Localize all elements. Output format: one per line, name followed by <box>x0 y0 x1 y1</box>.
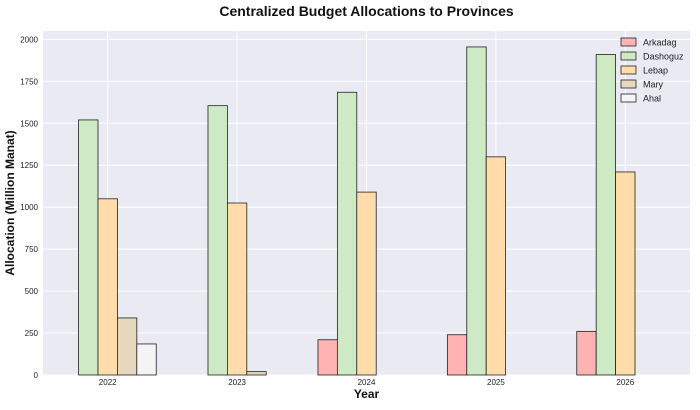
legend-label-mary: Mary <box>643 80 663 90</box>
legend-label-ahal: Ahal <box>643 94 661 104</box>
bar-ahal-2022 <box>136 343 157 376</box>
y-tick-label: 750 <box>25 245 39 254</box>
y-tick-label: 500 <box>25 287 39 296</box>
bar-lebap-2025 <box>485 156 507 376</box>
y-axis-label: Allocation (Million Manat) <box>3 130 17 275</box>
tick-labels: 0 250 500 750 1000 1250 1500 1750 2000 2022 2023 20… <box>20 35 635 387</box>
x-tick-label: 2026 <box>616 378 634 387</box>
y-tick-label: 1750 <box>20 77 38 86</box>
bar-lebap-2024 <box>356 191 377 376</box>
y-tick-label: 250 <box>25 329 39 338</box>
y-tick-label: 1250 <box>20 161 38 170</box>
bar-mary-2023 <box>246 371 267 376</box>
y-tick-label: 0 <box>34 371 39 380</box>
bar-lebap-2026 <box>615 171 636 376</box>
legend-swatch-ahal <box>620 93 637 103</box>
y-tick-label: 2000 <box>20 35 38 44</box>
bar-dashoguz-2025 <box>466 46 487 376</box>
legend-label-lebap: Lebap <box>643 66 668 76</box>
x-tick-label: 2023 <box>228 378 246 387</box>
bar-lebap-2023 <box>226 202 248 376</box>
bars <box>78 46 636 376</box>
legend-swatch-arkadag <box>620 37 637 47</box>
bar-mary-2022 <box>117 317 138 376</box>
legend-label-arkadag: Arkadag <box>643 38 677 48</box>
legend-swatch-dashoguz <box>620 51 637 61</box>
legend-swatch-mary <box>620 79 637 89</box>
x-axis-label: Year <box>354 387 380 401</box>
bar-dashoguz-2026 <box>595 54 616 376</box>
bar-dashoguz-2022 <box>78 119 99 376</box>
legend-swatch-lebap <box>620 65 637 75</box>
x-tick-label: 2022 <box>99 378 117 387</box>
bar-arkadag-2025 <box>446 334 468 376</box>
legend: Arkadag Dashoguz Lebap Mary Ahal <box>620 37 684 104</box>
bar-arkadag-2024 <box>317 339 338 376</box>
y-tick-label: 1000 <box>20 203 38 212</box>
x-tick-label: 2024 <box>358 378 376 387</box>
legend-label-dashoguz: Dashoguz <box>643 52 684 62</box>
bar-arkadag-2026 <box>576 330 597 376</box>
y-tick-label: 1500 <box>20 119 38 128</box>
chart-title: Centralized Budget Allocations to Provin… <box>219 3 514 19</box>
bar-dashoguz-2024 <box>336 91 358 376</box>
bar-dashoguz-2023 <box>207 105 228 376</box>
x-tick-label: 2025 <box>487 378 505 387</box>
bar-lebap-2022 <box>97 198 118 376</box>
